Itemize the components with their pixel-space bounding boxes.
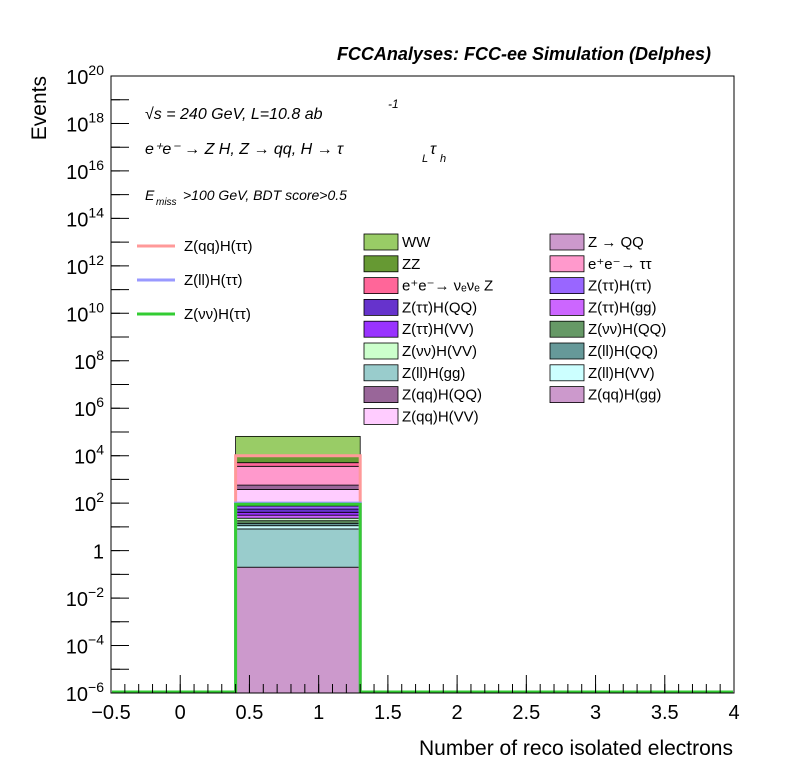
- legend-label: Z → QQ: [588, 234, 644, 251]
- y-tick-label: 1010: [66, 299, 104, 326]
- legend-label: Z(ll)H(VV): [588, 365, 655, 382]
- x-tick-label: 3: [590, 702, 601, 724]
- legend-label: Z(qq)H(gg): [588, 387, 661, 404]
- cuts-rest: >100 GeV, BDT score>0.5: [183, 187, 347, 203]
- process-text: e⁺e⁻ → Z H, Z → qq, H → τ: [145, 141, 344, 158]
- y-tick-label: 106: [74, 394, 104, 421]
- y-tick-label: 1020: [66, 62, 104, 89]
- legend-swatch: [363, 364, 399, 382]
- cuts-e: E: [145, 187, 155, 203]
- process-sub-l: L: [422, 153, 428, 165]
- legend-line-label: Z(ll)H(ττ): [184, 272, 243, 289]
- stack-bar: [235, 435, 361, 457]
- legend-swatch: [549, 255, 585, 273]
- x-tick-label: 2.5: [512, 702, 540, 724]
- y-tick-label: 1018: [66, 109, 104, 136]
- y-tick-label: 104: [74, 442, 104, 469]
- cuts-miss: miss: [156, 197, 177, 208]
- legend-swatch: [549, 320, 585, 338]
- y-tick-label: 1012: [66, 252, 104, 279]
- legend-swatch: [363, 407, 399, 425]
- legend-swatch: [363, 386, 399, 404]
- x-tick-label: 0: [175, 702, 186, 724]
- y-tick-label: 10−4: [66, 632, 104, 659]
- stack-bar: [235, 462, 361, 467]
- signal-line: [112, 502, 733, 694]
- legend-swatch: [363, 233, 399, 251]
- annotation-cuts: E miss >100 GeV, BDT score>0.5: [145, 187, 347, 208]
- stack-bar: [235, 514, 361, 519]
- y-tick-label: 108: [74, 347, 104, 374]
- legend-line-label: Z(qq)H(ττ): [184, 238, 253, 255]
- annotation-process: e⁺e⁻ → Z H, Z → qq, H → τ L τ h: [145, 141, 446, 165]
- x-tick-label: 3.5: [651, 702, 679, 724]
- stack-bar: [235, 566, 361, 694]
- legend-swatch: [549, 342, 585, 360]
- y-tick-label: 102: [74, 489, 104, 516]
- legend-label: e⁺e⁻→ ττ: [588, 256, 652, 273]
- legend-label: Z(νν)H(VV): [402, 343, 477, 360]
- y-tick-label: 10−2: [66, 584, 104, 611]
- stack-layer: [235, 435, 361, 694]
- process-tau: τ: [430, 141, 437, 158]
- stack-bar: [235, 508, 361, 513]
- stack-bar: [235, 484, 361, 490]
- legend-label: ZZ: [402, 256, 420, 273]
- legend-label: Z(ττ)H(ττ): [588, 278, 652, 295]
- legend-swatch: [549, 233, 585, 251]
- sqrt-s-text: √s = 240 GeV, L=10.8 ab: [145, 106, 323, 123]
- legend-lines: Z(qq)H(ττ) Z(ll)H(ττ) Z(νν)H(ττ): [137, 238, 253, 323]
- legend-label: Z(qq)H(VV): [402, 408, 479, 425]
- x-tick-label: 1: [313, 702, 324, 724]
- chart-title: FCCAnalyses: FCC-ee Simulation (Delphes): [337, 44, 711, 64]
- legend-swatch: [363, 255, 399, 273]
- legend-swatch: [549, 298, 585, 316]
- legend-label: Z(ll)H(gg): [402, 365, 465, 382]
- y-tick-label: 1016: [66, 157, 104, 184]
- y-tick-label: 1: [93, 542, 104, 564]
- stack-bar: [235, 525, 361, 530]
- y-axis: 10−6 10−4 10−2 1 102 104 106 108 1010 1012 1014 101…: [66, 62, 129, 706]
- y-tick-label: 1014: [66, 204, 104, 231]
- stack-bar: [235, 465, 361, 486]
- legend-swatch: [363, 342, 399, 360]
- legend-swatch: [363, 298, 399, 316]
- legend-label: WW: [402, 234, 431, 251]
- legend-swatch: [549, 386, 585, 404]
- lumi-exponent: -1: [388, 97, 399, 111]
- x-tick-label: 1.5: [374, 702, 402, 724]
- legend-line-label: Z(νν)H(ττ): [184, 306, 251, 323]
- stack-bar: [235, 505, 361, 510]
- x-axis-label: Number of reco isolated electrons: [419, 737, 733, 760]
- legend-label: Z(ll)H(QQ): [588, 343, 658, 360]
- signal-lines: [112, 454, 733, 694]
- legend-column-1: WW ZZ e⁺e⁻→ νₑνₑ Z Z(ττ)H(QQ) Z(ττ)H(VV) Z(νν…: [363, 233, 493, 425]
- annotation-sqrt-s: √s = 240 GeV, L=10.8 ab -1: [145, 97, 399, 123]
- legend-label: Z(qq)H(QQ): [402, 387, 482, 404]
- process-sub-h: h: [440, 153, 446, 165]
- legend-swatch: [363, 320, 399, 338]
- x-tick-label: 4: [728, 702, 739, 724]
- legend-swatch: [549, 277, 585, 295]
- legend-label: Z(νν)H(QQ): [588, 321, 666, 338]
- stack-bar: [235, 528, 361, 568]
- stack-bar: [235, 511, 361, 516]
- legend-label: Z(ττ)H(QQ): [402, 299, 477, 316]
- x-tick-label: −0.5: [91, 702, 130, 724]
- x-tick-label: 0.5: [236, 702, 264, 724]
- legend-label: Z(ττ)H(VV): [402, 321, 474, 338]
- legend-label: e⁺e⁻→ νₑνₑ Z: [402, 278, 493, 295]
- x-tick-label: 2: [452, 702, 463, 724]
- x-axis: −0.5 0 0.5 1 1.5 2 2.5 3 3.5 4: [91, 675, 740, 724]
- y-tick-label: 10−6: [66, 679, 104, 706]
- legend-swatch: [549, 364, 585, 382]
- legend-swatch: [363, 277, 399, 295]
- y-axis-label: Events: [28, 76, 51, 140]
- legend-column-2: Z → QQ e⁺e⁻→ ττ Z(ττ)H(ττ) Z(ττ)H(gg) Z(νν)H…: [549, 233, 666, 404]
- legend-label: Z(ττ)H(gg): [588, 299, 657, 316]
